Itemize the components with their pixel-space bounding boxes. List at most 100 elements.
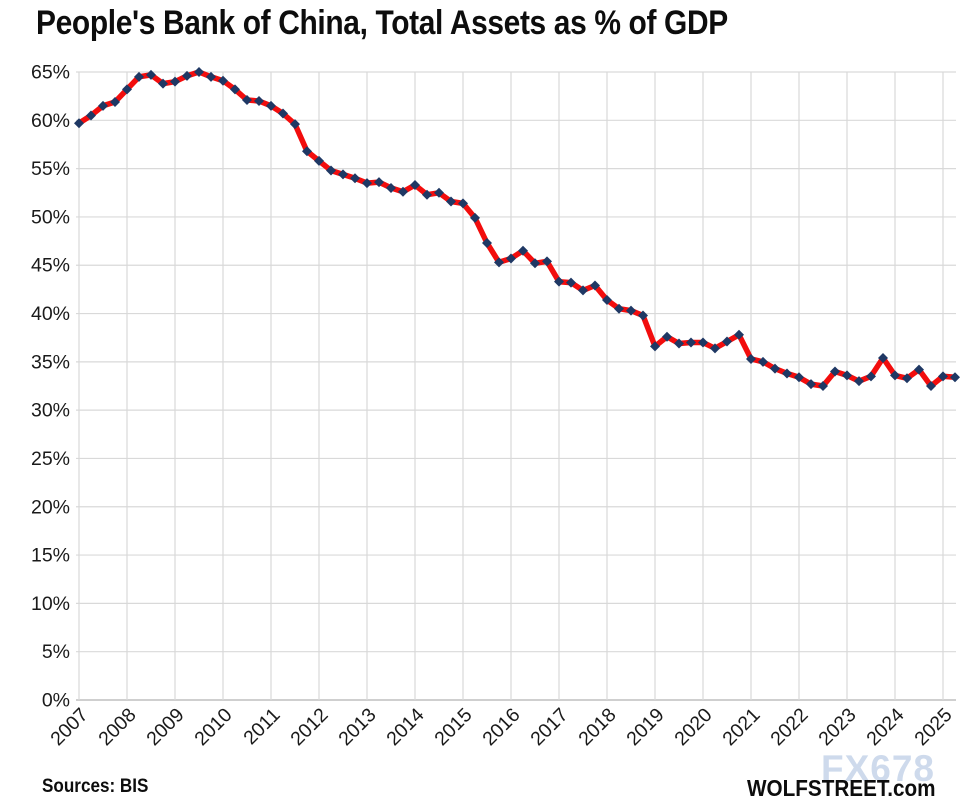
data-point-marker [422, 189, 432, 200]
data-point-marker [770, 363, 780, 374]
data-point-marker [74, 118, 84, 129]
data-point-marker [518, 245, 528, 256]
x-tick-label: 2020 [670, 704, 716, 750]
chart-title: People's Bank of China, Total Assets as … [36, 4, 728, 42]
y-tick-label: 60% [31, 110, 70, 132]
data-point-marker [866, 371, 876, 382]
data-point-marker [698, 337, 708, 348]
x-tick-label: 2019 [622, 704, 668, 750]
y-tick-label: 30% [31, 400, 70, 422]
y-tick-label: 25% [31, 448, 70, 470]
data-point-marker [290, 119, 300, 130]
data-point-marker [146, 69, 156, 80]
data-point-marker [806, 379, 816, 390]
data-point-marker [218, 75, 228, 86]
data-point-marker [842, 370, 852, 381]
x-tick-label: 2023 [814, 704, 860, 750]
x-tick-label: 2024 [862, 704, 908, 750]
data-point-marker [494, 257, 504, 268]
data-point-marker [566, 277, 576, 288]
y-tick-label: 45% [31, 255, 70, 277]
data-point-marker [482, 238, 492, 249]
x-tick-label: 2021 [718, 704, 764, 750]
data-point-marker [578, 285, 588, 296]
data-point-marker [530, 258, 540, 269]
data-point-marker [890, 370, 900, 381]
data-point-marker [686, 337, 696, 348]
data-point-marker [854, 376, 864, 387]
data-point-marker [794, 372, 804, 383]
x-tick-label: 2013 [334, 704, 380, 750]
x-tick-label: 2018 [574, 704, 620, 750]
x-tick-label: 2008 [94, 704, 140, 750]
x-tick-label: 2017 [526, 704, 572, 750]
data-point-marker [206, 71, 216, 82]
sources-note: Sources: BIS [42, 776, 149, 797]
y-tick-label: 10% [31, 593, 70, 615]
data-point-marker [458, 198, 468, 209]
y-tick-label: 5% [42, 641, 70, 663]
data-point-marker [314, 155, 324, 166]
x-tick-label: 2009 [142, 704, 188, 750]
data-point-marker [758, 356, 768, 367]
data-point-marker [410, 180, 420, 191]
data-point-marker [302, 146, 312, 157]
x-tick-label: 2025 [910, 704, 956, 750]
data-point-marker [446, 196, 456, 207]
data-point-marker [326, 165, 336, 176]
data-point-marker [818, 381, 828, 391]
data-point-marker [878, 352, 888, 363]
data-point-marker [86, 110, 96, 121]
data-point-marker [782, 368, 792, 379]
data-point-marker [638, 310, 648, 321]
data-point-marker [386, 182, 396, 193]
data-point-marker [746, 353, 756, 364]
data-point-marker [554, 276, 564, 287]
wolfstreet-credit: WOLFSTREET.com [747, 775, 936, 801]
data-point-marker [362, 178, 372, 189]
data-point-marker [830, 366, 840, 377]
data-point-marker [194, 67, 204, 77]
data-point-marker [914, 364, 924, 375]
data-point-marker [338, 169, 348, 180]
data-point-marker [470, 212, 480, 223]
data-point-marker [602, 295, 612, 306]
y-tick-label: 65% [31, 62, 70, 84]
data-point-marker [938, 371, 948, 382]
data-point-marker [98, 100, 108, 111]
data-point-marker [350, 173, 360, 184]
y-tick-label: 55% [31, 158, 70, 180]
data-point-marker [650, 341, 660, 352]
x-tick-label: 2022 [766, 704, 812, 750]
x-tick-label: 2010 [190, 704, 236, 750]
data-point-marker [374, 177, 384, 188]
data-point-marker [506, 253, 516, 264]
data-point-marker [722, 336, 732, 347]
x-tick-label: 2015 [430, 704, 476, 750]
x-tick-label: 2016 [478, 704, 524, 750]
data-point-marker [542, 256, 552, 267]
data-point-marker [242, 95, 252, 106]
y-tick-label: 0% [42, 690, 70, 712]
data-point-marker [122, 84, 132, 95]
data-point-marker [134, 71, 144, 82]
data-point-marker [614, 303, 624, 314]
data-point-marker [626, 305, 636, 316]
data-series-line [76, 69, 958, 389]
data-point-marker [158, 78, 168, 89]
data-point-marker [674, 338, 684, 349]
data-point-marker [398, 186, 408, 197]
y-tick-label: 40% [31, 303, 70, 325]
data-point-marker [110, 96, 120, 107]
data-point-marker [734, 329, 744, 340]
x-tick-label: 2011 [239, 704, 284, 749]
data-point-marker [926, 381, 936, 391]
data-point-marker [590, 280, 600, 291]
y-tick-label: 15% [31, 545, 70, 567]
data-point-marker [902, 373, 912, 384]
data-point-marker [170, 76, 180, 87]
data-point-marker [434, 187, 444, 198]
data-point-marker [254, 95, 264, 106]
